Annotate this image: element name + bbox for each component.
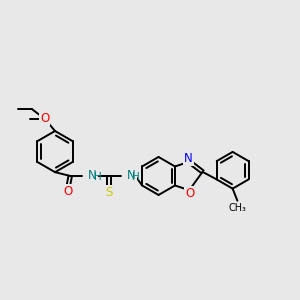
Text: N: N: [88, 169, 97, 182]
Text: O: O: [185, 187, 194, 200]
Text: O: O: [40, 112, 50, 125]
Text: N: N: [184, 152, 193, 165]
Text: S: S: [105, 186, 112, 199]
Text: O: O: [63, 185, 72, 198]
Text: H: H: [132, 172, 140, 182]
Text: CH₃: CH₃: [229, 203, 247, 213]
Text: H: H: [94, 172, 101, 182]
Text: N: N: [127, 169, 136, 182]
